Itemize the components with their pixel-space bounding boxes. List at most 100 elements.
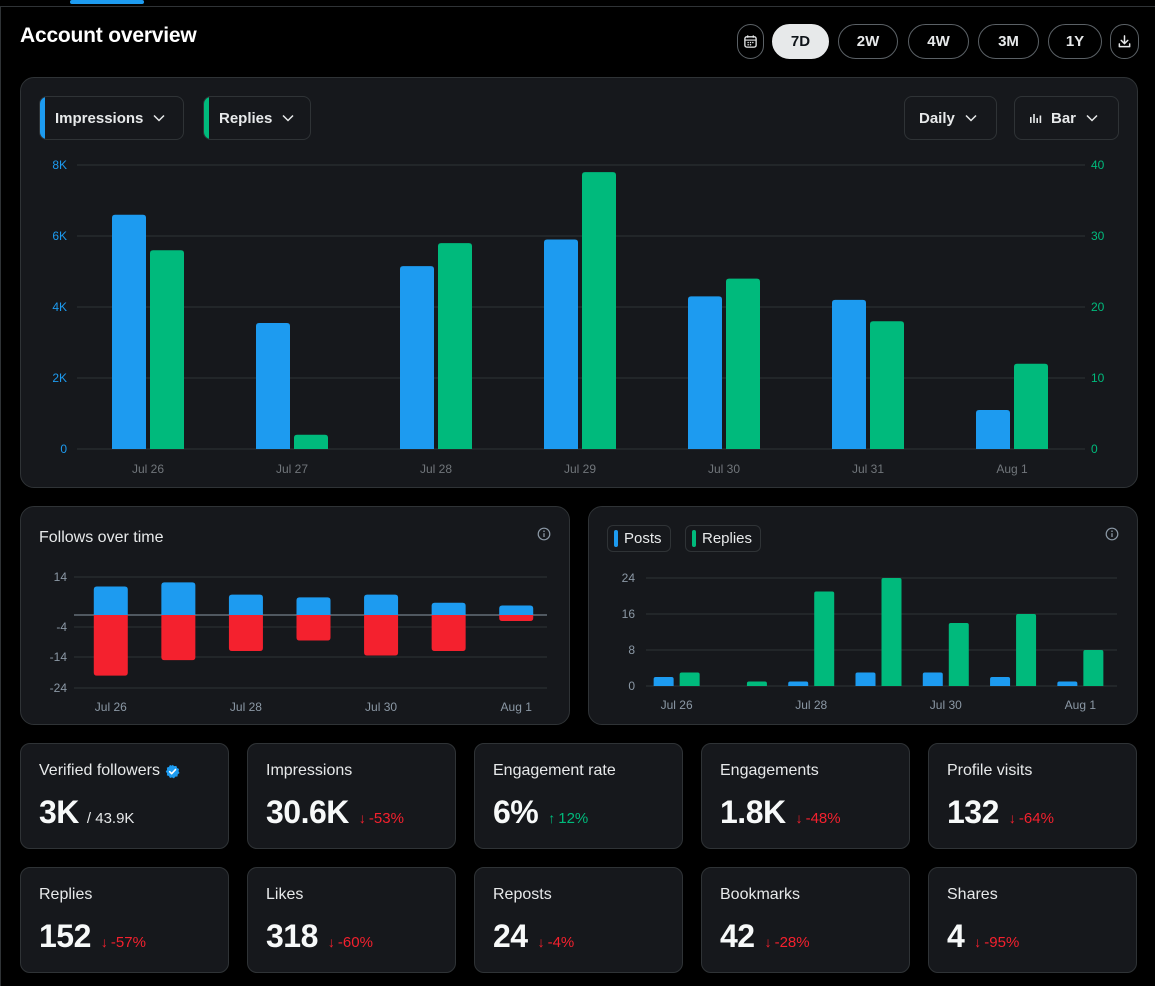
stat-label: Replies — [39, 886, 92, 904]
stat-card-verified-followers[interactable]: Verified followers 3K / 43.9K — [20, 743, 229, 849]
info-icon[interactable] — [1105, 527, 1119, 541]
replies-bar — [814, 591, 835, 686]
stat-card-reposts[interactable]: Reposts 24 ↓ -4% — [474, 867, 683, 973]
y-tick-label: 0 — [628, 679, 635, 693]
x-tick-label: Aug 1 — [996, 462, 1028, 476]
posts-legend-chip[interactable]: Posts — [607, 525, 671, 552]
stat-value: 1.8K — [720, 794, 786, 830]
replies-bar — [150, 250, 184, 449]
range-4w-button[interactable]: 4W — [908, 24, 969, 59]
stat-delta-value: -64% — [1018, 810, 1054, 827]
stat-label-text: Reposts — [493, 886, 552, 903]
range-7d-button[interactable]: 7D — [772, 24, 829, 59]
arrow-down-icon: ↓ — [100, 934, 108, 950]
stat-label: Profile visits — [947, 762, 1032, 780]
stat-label: Bookmarks — [720, 886, 800, 904]
y-tick-label: 24 — [622, 571, 636, 585]
y-left-tick-label: 0 — [60, 442, 67, 456]
stat-card-engagement-rate[interactable]: Engagement rate 6% ↑ 12% — [474, 743, 683, 849]
y-tick-label: -14 — [50, 650, 68, 664]
replies-legend-label: Replies — [702, 530, 753, 547]
y-tick-label: 14 — [54, 570, 68, 584]
stat-delta-value: 12% — [558, 810, 589, 827]
interval-label: Daily — [919, 109, 955, 127]
stat-card-shares[interactable]: Shares 4 ↓ -95% — [928, 867, 1137, 973]
impressions-bar — [112, 214, 146, 449]
unfollows-bar — [296, 615, 331, 641]
replies-bar — [582, 172, 616, 449]
range-2w-button[interactable]: 2W — [838, 24, 898, 59]
range-3m-button[interactable]: 3M — [978, 24, 1039, 59]
replies-bar — [294, 434, 328, 449]
unfollows-bar — [161, 615, 196, 661]
y-right-tick-label: 40 — [1091, 158, 1105, 172]
active-tab-indicator — [70, 0, 144, 4]
stat-value-row: 3K / 43.9K — [39, 794, 134, 831]
page-title: Account overview — [20, 24, 197, 47]
chevron-down-icon — [153, 114, 165, 122]
chart-type-dropdown[interactable]: Bar — [1014, 96, 1119, 140]
metric2-label: Replies — [219, 109, 273, 127]
stat-card-profile-visits[interactable]: Profile visits 132 ↓ -64% — [928, 743, 1137, 849]
stat-label: Engagements — [720, 762, 819, 780]
replies-bar — [870, 321, 904, 449]
impressions-bar — [688, 296, 722, 449]
stat-label: Reposts — [493, 886, 552, 904]
arrow-down-icon: ↓ — [795, 810, 803, 826]
follows-bar — [161, 582, 196, 615]
x-tick-label: Jul 29 — [564, 462, 596, 476]
interval-dropdown[interactable]: Daily — [904, 96, 997, 140]
arrow-down-icon: ↓ — [764, 934, 772, 950]
stat-label: Verified followers — [39, 762, 180, 780]
stat-card-impressions[interactable]: Impressions 30.6K ↓ -53% — [247, 743, 456, 849]
y-tick-label: 8 — [628, 643, 635, 657]
follows-bar — [228, 594, 263, 615]
stat-value: 24 — [493, 918, 528, 954]
stat-label: Engagement rate — [493, 762, 616, 780]
stat-value: 6% — [493, 794, 539, 830]
y-left-tick-label: 2K — [52, 371, 67, 385]
metric2-dropdown[interactable]: Replies — [203, 96, 311, 140]
stat-value: 4 — [947, 918, 965, 954]
x-tick-label: Jul 31 — [852, 462, 884, 476]
follows-bar — [93, 586, 128, 615]
stat-value-row: 152 ↓ -57% — [39, 918, 146, 955]
replies-bar — [679, 672, 700, 686]
stat-delta: ↓ -64% — [1009, 810, 1054, 827]
y-left-tick-label: 6K — [52, 229, 67, 243]
stat-card-replies[interactable]: Replies 152 ↓ -57% — [20, 867, 229, 973]
follows-chart: 14 -4 -14 -24 Jul 26 Jul 28 Jul 30 Aug 1 — [50, 570, 547, 714]
arrow-down-icon: ↓ — [537, 934, 545, 950]
stat-card-engagements[interactable]: Engagements 1.8K ↓ -48% — [701, 743, 910, 849]
info-icon[interactable] — [537, 527, 551, 541]
stat-delta: ↓ -53% — [359, 810, 404, 827]
metric1-dropdown[interactable]: Impressions — [39, 96, 184, 140]
y-right-tick-label: 20 — [1091, 300, 1105, 314]
posts-bar — [990, 677, 1011, 686]
stat-value: 152 — [39, 918, 91, 954]
posts-bar — [922, 672, 943, 686]
stat-delta: ↓ -95% — [974, 934, 1019, 951]
replies-legend-chip[interactable]: Replies — [685, 525, 762, 552]
stat-value: 3K — [39, 794, 79, 830]
follows-bar — [431, 602, 466, 615]
range-1y-button[interactable]: 1Y — [1048, 24, 1102, 59]
stat-delta: ↓ -4% — [538, 934, 575, 951]
stat-card-bookmarks[interactable]: Bookmarks 42 ↓ -28% — [701, 867, 910, 973]
stat-delta: ↑ 12% — [548, 810, 588, 827]
stat-value: 30.6K — [266, 794, 349, 830]
posts-bar — [855, 672, 876, 686]
stat-label-text: Impressions — [266, 762, 353, 779]
download-button[interactable] — [1110, 24, 1139, 59]
y-tick-label: -24 — [50, 681, 68, 695]
top-divider — [0, 6, 1155, 7]
calendar-button[interactable] — [737, 24, 764, 59]
stat-card-likes[interactable]: Likes 318 ↓ -60% — [247, 867, 456, 973]
follows-bar — [499, 605, 534, 615]
stat-value-row: 30.6K ↓ -53% — [266, 794, 404, 831]
chart-type-label: Bar — [1051, 109, 1077, 127]
y-right-tick-label: 10 — [1091, 371, 1105, 385]
y-tick-label: -4 — [56, 620, 67, 634]
replies-bar — [1083, 650, 1104, 686]
arrow-down-icon: ↓ — [327, 934, 335, 950]
